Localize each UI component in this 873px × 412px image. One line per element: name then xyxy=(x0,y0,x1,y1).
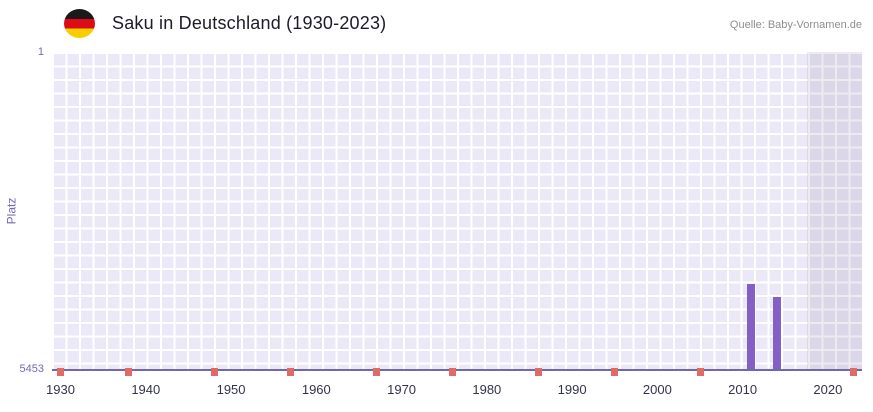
chart-title: Saku in Deutschland (1930-2023) xyxy=(112,13,387,33)
x-tick-1980: 1980 xyxy=(472,382,502,397)
no-rank-marker-2005 xyxy=(696,368,704,376)
no-rank-marker-1986 xyxy=(534,368,542,376)
recent-years-highlight-band xyxy=(806,52,862,370)
x-axis-line xyxy=(52,369,862,371)
x-tick-1990: 1990 xyxy=(557,382,587,397)
y-axis-title: Platz xyxy=(0,52,22,370)
no-rank-marker-1957 xyxy=(287,368,295,376)
x-tick-1950: 1950 xyxy=(216,382,246,397)
rank-bar-2011[interactable] xyxy=(747,284,756,370)
x-tick-1970: 1970 xyxy=(387,382,417,397)
x-tick-1940: 1940 xyxy=(131,382,161,397)
no-rank-marker-2023 xyxy=(849,368,857,376)
x-tick-1960: 1960 xyxy=(301,382,331,397)
x-tick-2000: 2000 xyxy=(642,382,672,397)
x-tick-2010: 2010 xyxy=(728,382,758,397)
no-rank-marker-1938 xyxy=(125,368,133,376)
chart-header: Saku in Deutschland (1930-2023) xyxy=(64,9,386,38)
no-rank-marker-1930 xyxy=(57,368,65,376)
x-tick-1930: 1930 xyxy=(46,382,75,397)
y-axis-title-label: Platz xyxy=(4,197,18,225)
y-tick-worst-rank: 5453 xyxy=(19,363,44,375)
no-rank-marker-1967 xyxy=(372,368,380,376)
x-tick-2020: 2020 xyxy=(813,382,843,397)
no-rank-marker-1948 xyxy=(210,368,218,376)
no-rank-marker-1995 xyxy=(611,368,619,376)
no-rank-marker-1976 xyxy=(449,368,457,376)
y-tick-best-rank: 1 xyxy=(37,46,44,58)
rank-bar-2014[interactable] xyxy=(772,296,781,370)
plot-area xyxy=(52,52,862,376)
source-attribution: Quelle: Baby-Vornamen.de xyxy=(729,19,862,31)
germany-flag-icon xyxy=(64,9,95,38)
